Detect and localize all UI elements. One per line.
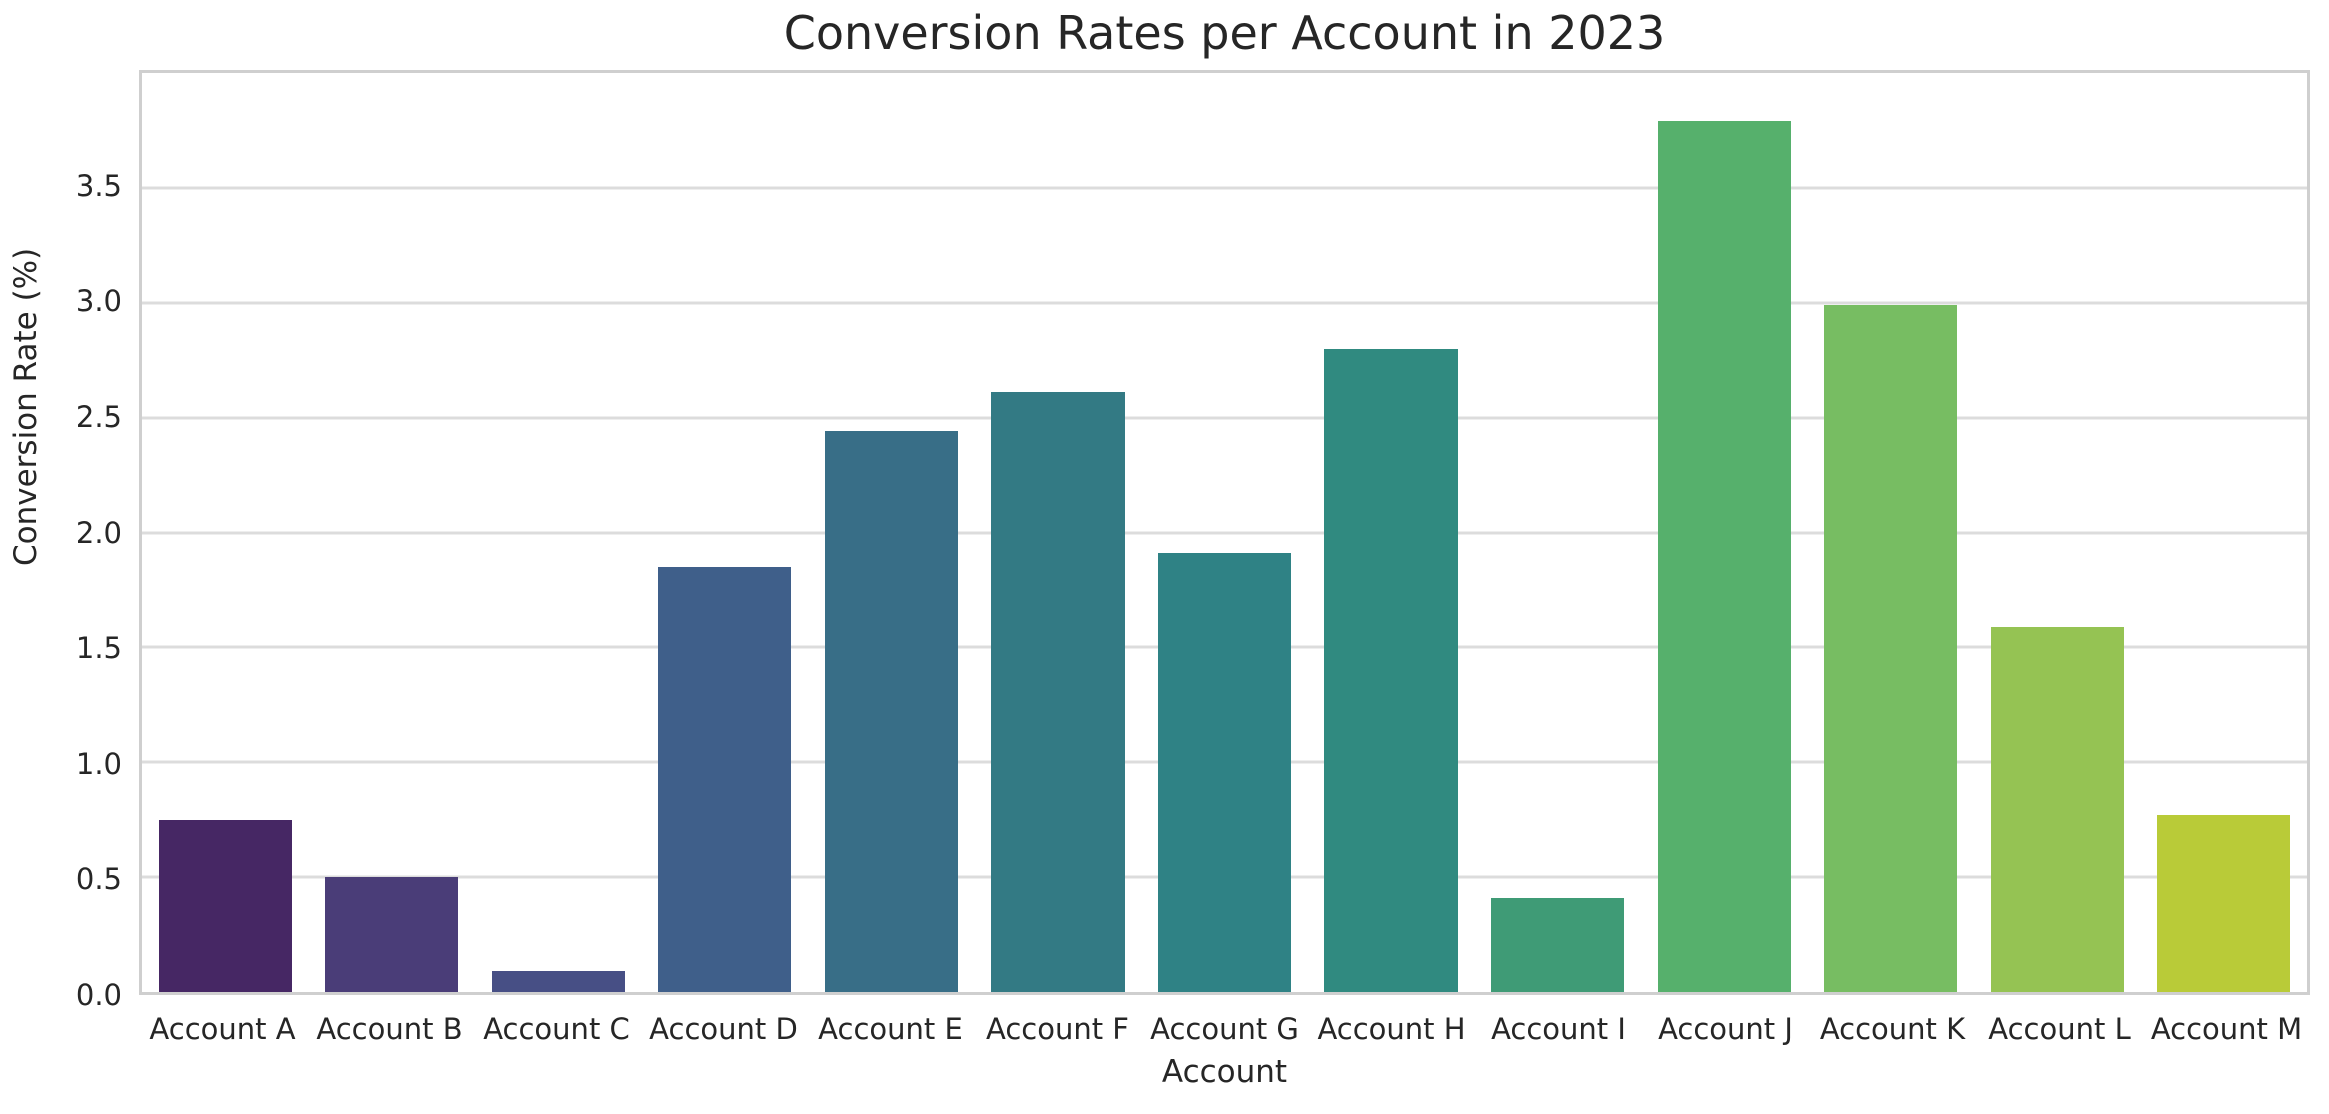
bar-account-c [491,971,625,992]
bar-account-e [824,431,959,992]
x-tick-label-account-e: Account E [818,1012,963,1046]
bar-account-g [1157,553,1292,992]
x-tick-label-account-d: Account D [649,1012,798,1046]
bar-account-j [1657,121,1791,992]
bar-account-d [658,566,792,992]
y-tick-label-3.5: 3.5 [75,168,122,203]
x-tick-label-account-k: Account K [1819,1012,1966,1046]
x-tick-label-account-a: Account A [149,1012,296,1046]
y-tick-label-1.0: 1.0 [75,746,122,781]
bar-account-a [158,819,292,992]
plot-area [139,70,2310,995]
x-tick-label-account-b: Account B [316,1012,463,1046]
y-tick-label-2.0: 2.0 [75,515,122,550]
y-axis-label: Conversion Rate (%) [8,247,44,566]
x-tick-label-account-h: Account H [1317,1012,1466,1046]
chart-title: Conversion Rates per Account in 2023 [783,6,1666,60]
y-tick-label-1.5: 1.5 [75,631,122,666]
x-tick-label-account-l: Account L [1988,1012,2131,1046]
gridline-y-3.5 [142,186,2307,190]
gridline-y-2 [142,531,2307,534]
x-tick-label-account-c: Account C [483,1012,630,1046]
gridline-y-3 [142,301,2307,305]
x-axis-label: Account [1161,1054,1288,1090]
x-tick-label-account-g: Account G [1150,1012,1299,1046]
y-tick-label-0.5: 0.5 [75,862,122,897]
bar-account-m [2157,815,2291,992]
bar-account-b [325,877,459,992]
y-tick-label-3.0: 3.0 [75,284,122,319]
x-tick-label-account-j: Account J [1658,1012,1793,1046]
bar-account-h [1324,348,1458,992]
bar-account-l [1990,626,2124,992]
bar-account-f [991,392,1125,992]
bar-account-i [1490,897,1625,992]
y-tick-label-2.5: 2.5 [75,399,122,434]
bar-account-k [1824,305,1958,992]
x-tick-label-account-i: Account I [1491,1012,1626,1046]
y-tick-label-0.0: 0.0 [75,978,122,1012]
x-tick-label-account-f: Account F [986,1012,1129,1046]
gridline-y-2.5 [142,416,2307,420]
x-tick-label-account-m: Account M [2150,1012,2303,1046]
